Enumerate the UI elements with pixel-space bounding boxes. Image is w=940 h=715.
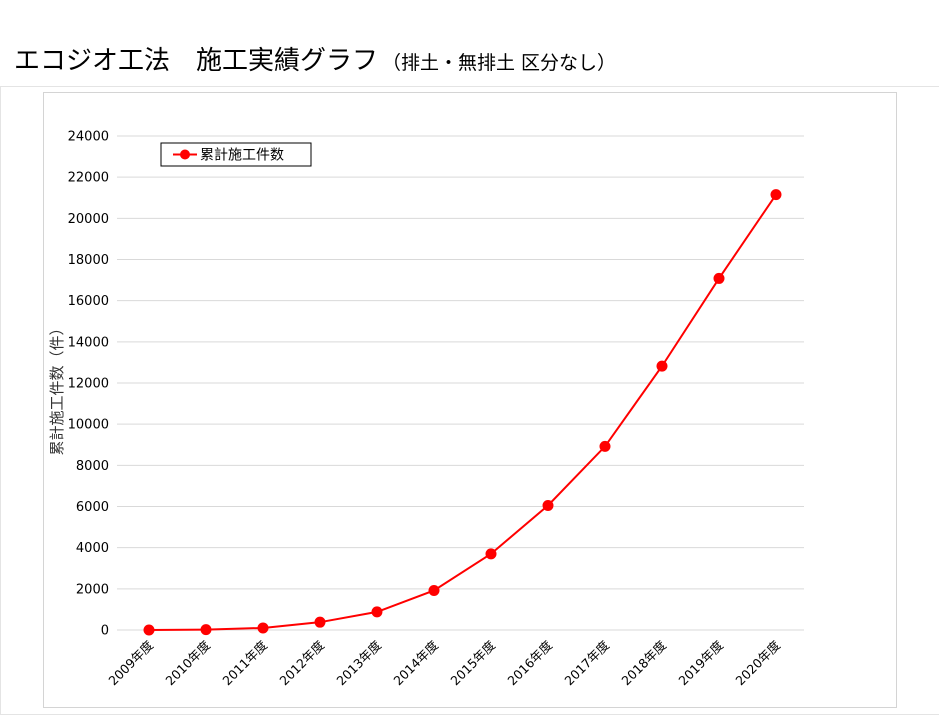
data-point: [257, 622, 269, 634]
x-tick-label: 2018年度: [618, 637, 669, 688]
y-tick-label: 20000: [68, 212, 109, 227]
legend-label: 累計施工件数: [200, 148, 284, 164]
y-tick-label: 0: [101, 624, 109, 639]
y-tick-label: 22000: [68, 171, 109, 186]
legend-box: [160, 142, 312, 167]
y-tick-label: 24000: [68, 130, 109, 145]
data-point: [314, 616, 326, 628]
y-tick-label: 2000: [76, 582, 109, 597]
x-tick-label: 2013年度: [333, 637, 384, 688]
y-tick-label: 6000: [76, 500, 109, 515]
data-point: [656, 360, 668, 372]
x-tick-label: 2020年度: [732, 637, 783, 688]
y-tick-label: 16000: [68, 294, 109, 309]
data-point: [599, 440, 611, 452]
y-tick-label: 12000: [68, 377, 109, 392]
series-line: [148, 194, 777, 631]
x-tick-label: 2010年度: [162, 637, 213, 688]
data-point: [770, 189, 782, 201]
page-title-subtitle: （排土・無排土 区分なし）: [382, 52, 617, 74]
y-axis-label: 累計施工件数（件）: [48, 320, 66, 455]
data-point: [428, 584, 440, 596]
y-tick-label: 10000: [68, 418, 109, 433]
data-point: [713, 272, 725, 284]
line-chart: 0 2000 4000 6000 8000 10000 12000 14000 16000 180…: [48, 130, 804, 688]
legend-marker: [180, 149, 190, 160]
x-tick-label: 2012年度: [276, 637, 327, 688]
page-title: エコジオ工法 施工実績グラフ （排土・無排土 区分なし）: [14, 40, 616, 80]
data-point: [371, 606, 383, 618]
data-point: [200, 624, 212, 636]
page-title-main: エコジオ工法 施工実績グラフ: [14, 46, 379, 76]
x-tick-label: 2019年度: [675, 637, 726, 688]
x-tick-label: 2011年度: [219, 637, 270, 688]
data-point: [143, 624, 155, 636]
y-tick-label: 18000: [68, 253, 109, 268]
chart-area: 0 2000 4000 6000 8000 10000 12000 14000 16000 180…: [43, 92, 897, 708]
data-point: [542, 499, 554, 511]
y-tick-label: 14000: [68, 335, 109, 350]
y-tick-label: 4000: [76, 541, 109, 556]
data-point: [485, 548, 497, 560]
x-tick-label: 2009年度: [105, 637, 156, 688]
x-tick-label: 2015年度: [447, 637, 498, 688]
x-tick-label: 2017年度: [561, 637, 612, 688]
x-tick-label: 2016年度: [504, 637, 555, 688]
y-tick-label: 8000: [76, 459, 109, 474]
x-tick-label: 2014年度: [390, 637, 441, 688]
